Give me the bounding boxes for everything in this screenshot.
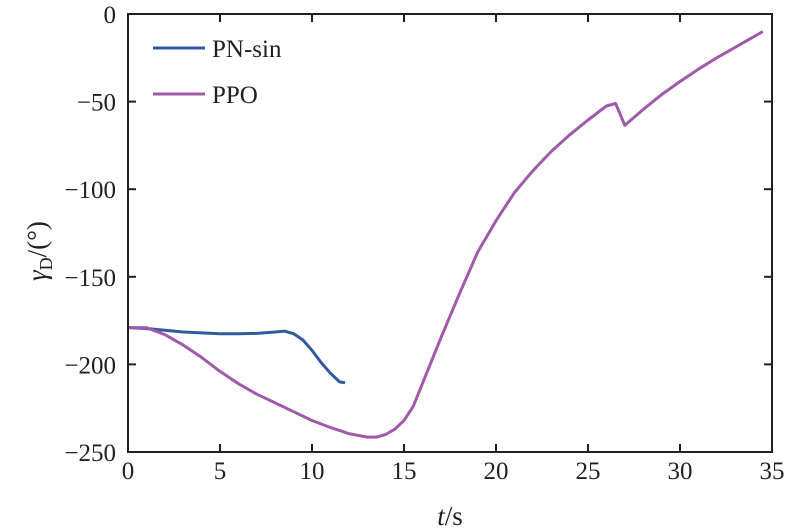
legend: PN-sin PPO	[153, 36, 282, 109]
y-tick-label: −250	[64, 440, 116, 467]
x-tick-label: 30	[668, 458, 693, 485]
y-axis-unit: /(°)	[22, 221, 52, 257]
legend-label-pn-sin: PN-sin	[212, 36, 282, 63]
series-line-pn-sin	[127, 326, 346, 385]
x-tick-label: 20	[484, 458, 509, 485]
y-axis-ticks: 0 −50 −100 −150 −200 −250	[64, 2, 772, 467]
x-axis-label: t/s	[437, 501, 463, 531]
y-axis-label: γD/(°)	[22, 221, 56, 281]
y-tick-label: −100	[64, 177, 116, 204]
x-tick-label: 0	[122, 458, 135, 485]
x-tick-label: 15	[392, 458, 417, 485]
plot-frame	[127, 13, 773, 453]
series-lines	[127, 30, 764, 439]
x-tick-label: 5	[214, 458, 227, 485]
x-axis-variable: t	[437, 501, 446, 531]
y-tick-label: −150	[64, 265, 116, 292]
x-tick-label: 25	[576, 458, 601, 485]
y-tick-label: −50	[77, 90, 116, 117]
series-line-ppo	[128, 30, 764, 439]
y-axis-subscript: D	[36, 257, 56, 270]
y-axis-variable: γ	[22, 269, 52, 281]
legend-label-ppo: PPO	[212, 82, 258, 109]
x-axis-ticks: 0 5 10 15 20 25 30 35	[122, 14, 785, 485]
x-tick-label: 35	[760, 458, 785, 485]
y-tick-label: −200	[64, 352, 116, 379]
x-tick-label: 10	[300, 458, 325, 485]
x-axis-unit: /s	[445, 501, 463, 531]
y-tick-label: 0	[104, 2, 117, 29]
